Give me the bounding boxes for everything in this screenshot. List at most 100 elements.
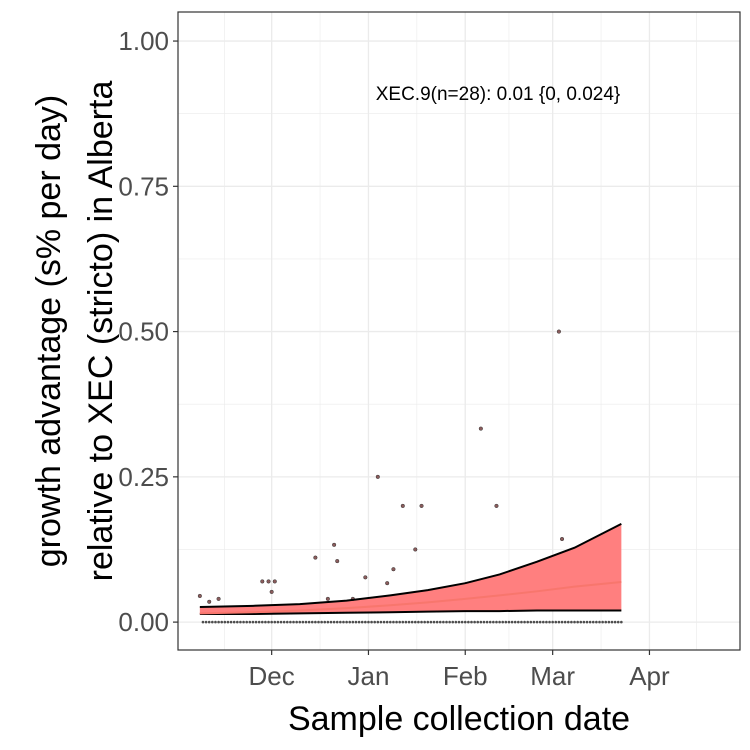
fit-line <box>199 581 622 615</box>
zero-point <box>364 620 367 624</box>
data-point <box>391 567 396 572</box>
zero-point <box>342 620 345 624</box>
zero-point <box>585 620 589 624</box>
zero-point <box>482 620 486 624</box>
zero-point <box>204 620 208 624</box>
data-point <box>325 596 330 601</box>
zero-point <box>285 620 289 624</box>
zero-point <box>429 620 433 624</box>
zero-point <box>470 620 473 624</box>
zero-point <box>392 620 395 624</box>
zero-point <box>420 620 423 624</box>
zero-point <box>426 620 430 624</box>
zero-point <box>529 620 533 624</box>
data-points <box>197 329 565 604</box>
zero-point <box>523 620 526 624</box>
zero-point <box>217 620 220 624</box>
zero-point <box>389 620 392 624</box>
y-axis: 0.00 0.25 0.50 0.75 1.00 <box>118 26 178 637</box>
zero-point <box>485 620 489 624</box>
data-point <box>260 579 265 584</box>
zero-point <box>276 620 280 624</box>
zero-point <box>264 620 267 624</box>
zero-point <box>251 620 255 624</box>
y-axis-title-line1: growth advantage (s% per day) <box>30 95 68 567</box>
zero-point <box>292 620 295 624</box>
zero-point <box>554 620 558 624</box>
zero-point <box>417 620 420 624</box>
zero-point <box>557 620 561 624</box>
zero-point <box>401 620 405 624</box>
zero-point <box>410 620 414 624</box>
zero-point <box>616 620 620 624</box>
x-tick-label: Apr <box>629 661 670 691</box>
zero-point <box>467 620 470 624</box>
zero-point <box>267 620 270 624</box>
zero-point <box>560 620 564 624</box>
zero-point <box>257 620 261 624</box>
zero-point <box>379 620 383 624</box>
x-tick-label: Feb <box>443 661 488 691</box>
y-tick-label: 0.50 <box>118 317 169 347</box>
zero-point <box>370 620 373 624</box>
zero-point <box>373 620 377 624</box>
zero-point <box>367 620 370 624</box>
zero-point <box>339 620 342 624</box>
data-point <box>494 503 499 508</box>
x-tick-label: Jan <box>347 661 389 691</box>
zero-point <box>232 620 236 624</box>
zero-point <box>576 620 579 624</box>
zero-point <box>451 620 455 624</box>
zero-point <box>448 620 451 624</box>
zero-point <box>345 620 348 624</box>
fit-lines <box>199 523 622 615</box>
zero-points <box>201 620 623 624</box>
zero-point <box>248 620 252 624</box>
zero-point <box>520 620 523 624</box>
data-point <box>419 503 424 508</box>
zero-point <box>398 620 401 624</box>
x-axis: Dec Jan Feb Mar Apr <box>249 650 670 691</box>
zero-point <box>407 620 411 624</box>
zero-point <box>273 620 277 624</box>
zero-point <box>579 620 583 624</box>
zero-point <box>445 620 448 624</box>
zero-point <box>573 620 576 624</box>
y-axis-title-line2: relative to XEC (stricto) in Alberta <box>82 81 120 582</box>
zero-point <box>423 620 426 624</box>
zero-point <box>320 620 323 624</box>
zero-point <box>488 620 492 624</box>
zero-point <box>254 620 258 624</box>
zero-point <box>504 620 508 624</box>
zero-point <box>620 620 623 624</box>
zero-point <box>395 620 398 624</box>
zero-point <box>295 620 298 624</box>
zero-point <box>566 620 570 624</box>
zero-point <box>301 620 305 624</box>
zero-point <box>463 620 467 624</box>
y-tick-label: 1.00 <box>118 26 169 56</box>
zero-point <box>382 620 386 624</box>
zero-point <box>335 620 339 624</box>
zero-point <box>438 620 442 624</box>
zero-point <box>314 620 317 624</box>
zero-point <box>604 620 608 624</box>
confidence-band <box>199 523 622 614</box>
zero-point <box>588 620 592 624</box>
x-tick-label: Dec <box>249 661 295 691</box>
zero-point <box>598 620 601 624</box>
zero-point <box>270 620 273 624</box>
zero-point <box>329 620 333 624</box>
zero-point <box>348 620 352 624</box>
data-point <box>207 599 212 604</box>
zero-point <box>510 620 514 624</box>
zero-point <box>360 620 364 624</box>
zero-point <box>323 620 327 624</box>
data-point <box>332 542 337 547</box>
zero-point <box>226 620 230 624</box>
upper-bound-line <box>199 523 622 609</box>
zero-point <box>220 620 224 624</box>
zero-point <box>310 620 314 624</box>
zero-point <box>548 620 551 624</box>
